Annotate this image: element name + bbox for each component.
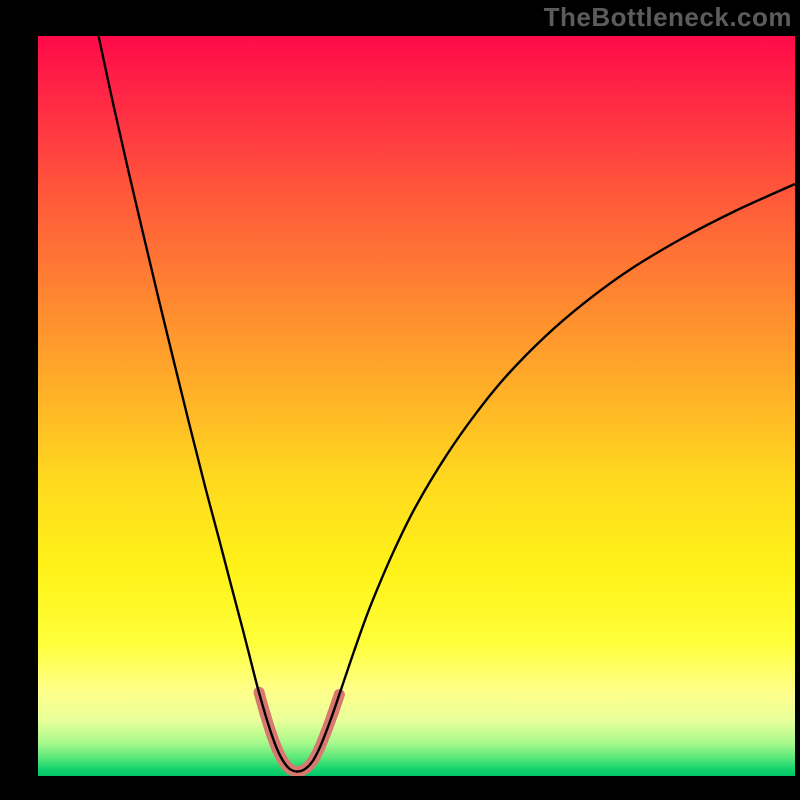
gradient-background (38, 36, 795, 776)
plot-svg (38, 36, 795, 776)
plot-area (38, 36, 795, 776)
watermark: TheBottleneck.com (544, 2, 792, 33)
